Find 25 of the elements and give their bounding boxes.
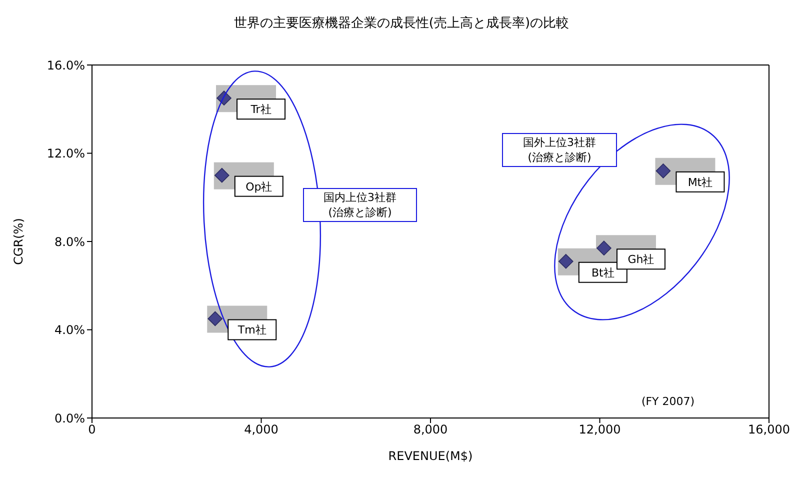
point [214, 168, 230, 183]
x-axis-title: REVENUE(M$) [388, 449, 473, 463]
data-label: Op社 [246, 180, 272, 194]
data-label: Tr社 [250, 103, 272, 116]
annotation: (FY 2007) [640, 394, 696, 409]
y-axis-title: CGR(%) [11, 218, 26, 265]
x-tick-label: 4,000 [244, 422, 278, 437]
point [596, 240, 612, 256]
data-label: Tm社 [236, 324, 266, 337]
data-label: Gh社 [628, 253, 654, 266]
x-tick-label: 16,000 [748, 422, 790, 437]
data-label: Mt社 [688, 176, 713, 189]
chart-title: 世界の主要医療機器企業の成長性(売上高と成長率)の比較 [232, 15, 570, 32]
y-tick-label: 4.0% [54, 323, 85, 338]
x-tick-label: 0 [88, 422, 96, 437]
point [208, 311, 223, 326]
x-tick-label: 8,000 [413, 422, 448, 437]
y-tick-label: 8.0% [54, 234, 85, 249]
x-tick-label: 12,000 [578, 422, 621, 437]
y-tick-label: 12.0% [46, 146, 85, 161]
y-tick-label: 16.0% [46, 58, 85, 72]
point [656, 164, 671, 178]
point [558, 254, 574, 269]
y-tick-label: 0.0% [54, 411, 85, 426]
data-label: Bt社 [591, 266, 614, 280]
